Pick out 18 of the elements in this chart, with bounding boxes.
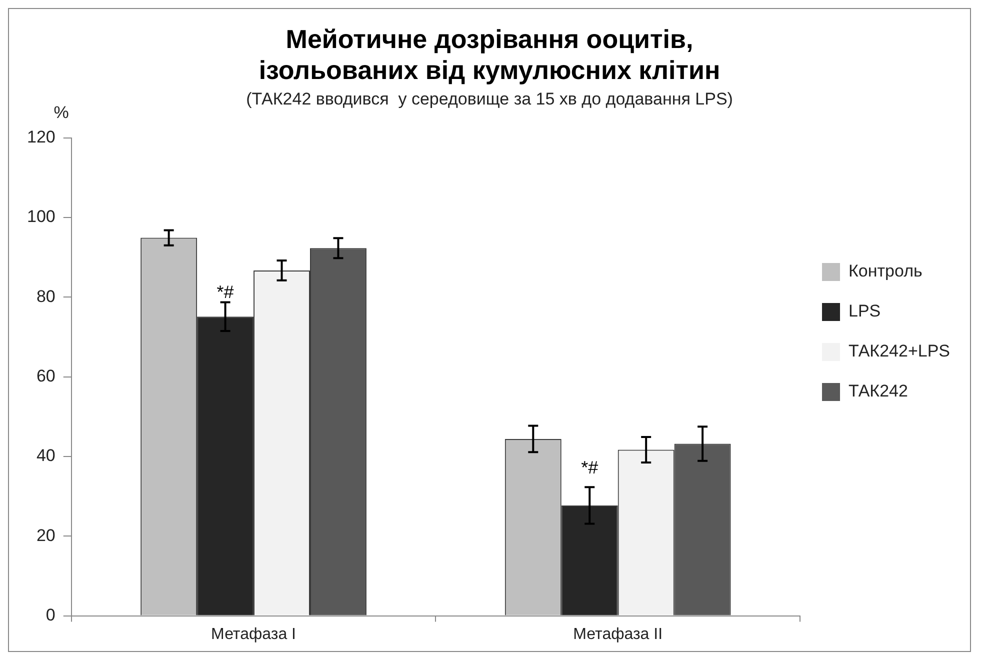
annotation: *#	[581, 457, 598, 478]
legend-label: Контроль	[848, 262, 922, 281]
annotation: *#	[216, 282, 234, 302]
legend-label: ТАК242+LPS	[848, 342, 950, 361]
y-tick-label: 40	[36, 446, 56, 466]
x-tick-label: Метафаза II	[573, 626, 663, 643]
legend-label: LPS	[848, 302, 881, 321]
y-tick-label: 0	[46, 605, 56, 624]
y-tick-label: 100	[26, 207, 56, 226]
y-tick-label: 20	[36, 526, 56, 545]
chart-title: Мейотичне дозрівання ооцитів, ізольованих від кумулюсних клітин	[258, 24, 720, 85]
y-tick-label: 120	[26, 127, 56, 146]
y-axis-title: %	[54, 102, 69, 122]
x-tick-label: Метафаза I	[211, 626, 296, 643]
chart-subtitle: (ТАК242 вводився у середовище за 15 хв до додавання LPS)	[246, 89, 733, 108]
y-tick-label: 80	[36, 286, 56, 306]
y-tick-label: 60	[36, 366, 56, 386]
legend-label: ТАК242	[848, 382, 908, 401]
